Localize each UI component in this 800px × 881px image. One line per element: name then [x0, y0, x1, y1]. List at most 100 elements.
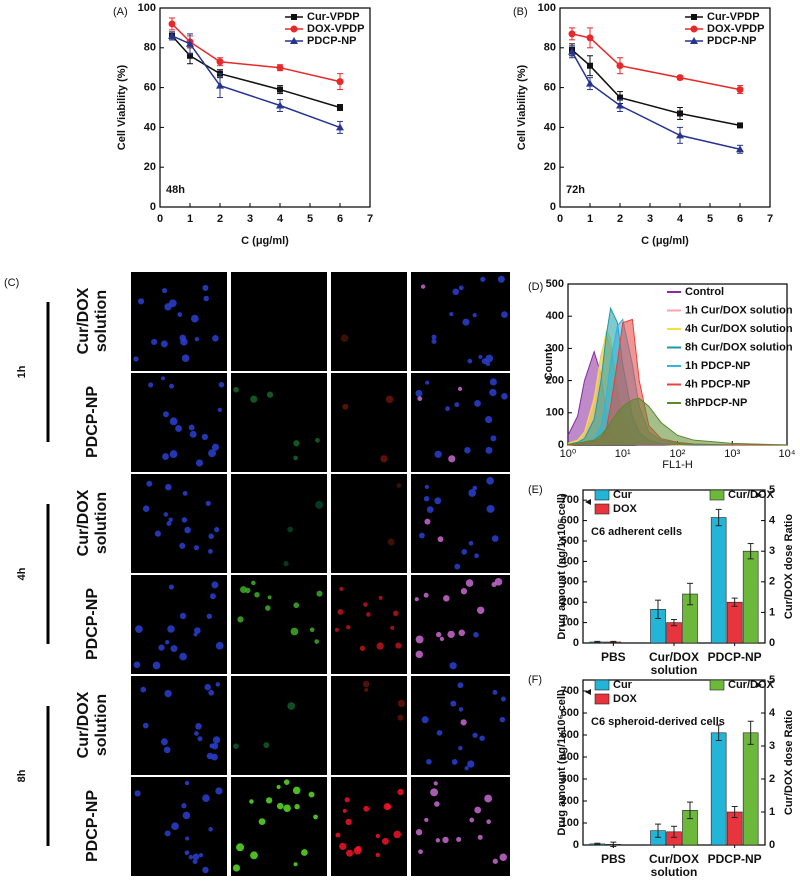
cell-dot	[424, 484, 429, 490]
y-axis-label: Cell Viability (%)	[116, 64, 128, 150]
cell-dot	[489, 378, 497, 386]
panel-label: (E)	[528, 484, 543, 496]
x-tick-label: PDCP-NP	[707, 650, 762, 664]
y-tick-label: 40	[544, 121, 556, 133]
x-tick-label: 1	[587, 213, 593, 225]
cell-dot	[182, 811, 191, 820]
cell-dot	[492, 689, 498, 695]
y-tick-label: 400	[546, 310, 564, 322]
legend-label: PDCP-NP	[307, 35, 357, 47]
row-label: PDCP-NP	[84, 385, 102, 458]
cell-dot	[283, 804, 291, 813]
x-tick-label: 6	[737, 213, 743, 225]
legend-swatch	[594, 679, 610, 691]
legend-label: Cur/DOX	[728, 489, 775, 501]
marker	[586, 79, 594, 87]
cell-dot	[396, 483, 402, 488]
cell-dot	[353, 846, 362, 855]
cell-dot	[485, 354, 494, 363]
x-tick-label: 5	[707, 213, 713, 225]
y-tick-label: 300	[561, 773, 579, 785]
micrograph	[231, 474, 327, 573]
cell-dot	[468, 540, 474, 546]
cell-dot	[164, 689, 172, 698]
marker	[586, 34, 594, 42]
cell-dot	[283, 779, 290, 785]
cell-dot	[383, 803, 391, 811]
cell-dot	[258, 818, 266, 826]
cell-dot	[420, 284, 426, 289]
y-tick-label: 80	[144, 42, 156, 54]
cell-dot	[460, 719, 467, 726]
cell-dot	[265, 605, 271, 611]
marker	[568, 47, 576, 55]
cell-dot	[215, 641, 224, 650]
legend-label: 8hPDCP-NP	[685, 397, 747, 409]
time-label: 8h	[16, 769, 28, 782]
marker	[676, 131, 684, 139]
cell-dot	[309, 627, 315, 633]
cell-dot	[417, 396, 423, 402]
cell-dot	[492, 858, 498, 864]
cell-dot	[418, 849, 423, 855]
cell-dot	[197, 736, 203, 742]
cell-dot	[469, 817, 475, 823]
x-tick-label: 10²	[670, 448, 686, 460]
cell-dot	[171, 822, 179, 831]
cell-dot	[423, 495, 430, 502]
y-tick-label: 700	[561, 494, 579, 506]
marker	[187, 52, 193, 59]
micrograph	[331, 575, 407, 674]
cell-dot	[202, 866, 209, 874]
cell-dot	[497, 275, 505, 283]
cell-dot	[334, 627, 339, 632]
cell-dot	[164, 830, 171, 837]
cell-dot	[362, 680, 370, 688]
cell-dot	[424, 817, 429, 823]
cell-dot	[152, 661, 161, 670]
legend-label: PDCP-NP	[707, 35, 757, 47]
cell-dot	[415, 635, 424, 644]
cell-dot	[458, 707, 464, 712]
cell-dot	[375, 852, 380, 858]
y-tick-label: 0	[573, 637, 579, 649]
legend-arrow	[585, 499, 591, 505]
cell-dot	[293, 455, 298, 461]
area-fill	[568, 398, 787, 445]
y-tick-label: 0	[150, 201, 156, 213]
cell-dot	[212, 334, 219, 342]
cell-dot	[397, 714, 404, 721]
bar	[742, 550, 759, 644]
cell-dot	[425, 380, 430, 385]
legend-label: Control	[685, 286, 724, 298]
x-tick-label: Cur/DOX solution	[648, 650, 699, 678]
cell-dot	[458, 285, 464, 291]
cell-dot	[363, 602, 368, 607]
cell-dot	[359, 645, 366, 652]
cell-dot	[339, 842, 347, 850]
cell-dot	[195, 723, 202, 730]
marker	[617, 94, 623, 101]
x-tick-label: 2	[617, 213, 623, 225]
row-label: Cur/DOX solution	[75, 691, 110, 758]
x-tick-label: 7	[767, 213, 773, 225]
micrograph	[131, 272, 227, 371]
panel-label: (D)	[528, 281, 543, 293]
marker	[186, 39, 194, 47]
cell-dot	[452, 288, 460, 296]
cell-dot	[163, 746, 171, 754]
y2-tick-label: 3	[769, 545, 775, 557]
y-tick-label: 200	[546, 375, 564, 387]
cell-dot	[175, 425, 182, 432]
cell-dot	[184, 780, 190, 786]
cell-dot	[206, 613, 213, 620]
cell-dot	[167, 625, 175, 633]
y2-tick-label: 4	[769, 707, 776, 719]
cell-dot	[464, 766, 469, 771]
cell-dot	[314, 639, 319, 644]
cell-dot	[363, 805, 370, 812]
y-tick-label: 60	[144, 82, 156, 94]
cell-dot	[414, 597, 419, 602]
cell-dot	[194, 627, 201, 634]
